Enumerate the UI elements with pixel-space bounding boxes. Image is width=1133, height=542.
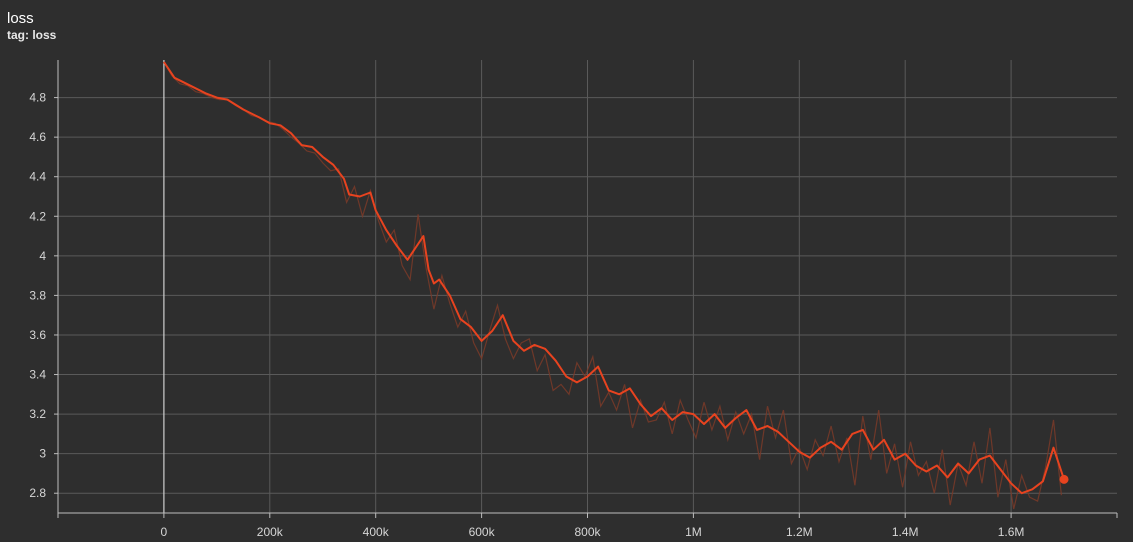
series-endpoint-marker[interactable]: [1059, 474, 1069, 484]
y-tick-label: 4: [39, 249, 46, 263]
y-tick-label: 3.6: [29, 328, 46, 342]
x-tick-label: 1.2M: [786, 525, 813, 539]
chart-title: loss: [7, 10, 34, 27]
x-tick-label: 1.6M: [998, 525, 1025, 539]
x-tick-label: 600k: [469, 525, 496, 539]
y-tick-label: 4.6: [29, 130, 46, 144]
y-tick-label: 3.8: [29, 288, 46, 302]
y-tick-label: 3.4: [29, 368, 46, 382]
y-tick-label: 2.8: [29, 486, 46, 500]
x-tick-label: 1M: [685, 525, 702, 539]
y-tick-label: 3.2: [29, 407, 46, 421]
y-tick-label: 3: [39, 447, 46, 461]
x-tick-label: 400k: [363, 525, 390, 539]
x-tick-label: 0: [161, 525, 168, 539]
card-header: loss tag: loss: [7, 10, 56, 42]
series-line-smoothed: [163, 61, 1065, 495]
y-tick-label: 4.4: [29, 170, 46, 184]
x-tick-label: 200k: [257, 525, 284, 539]
y-tick-label: 4.2: [29, 209, 46, 223]
x-tick-label: 800k: [574, 525, 601, 539]
series-line-raw: [163, 61, 1062, 510]
y-tick-label: 4.8: [29, 91, 46, 105]
chart-tag: tag: loss: [7, 28, 57, 42]
x-tick-label: 1.4M: [892, 525, 919, 539]
